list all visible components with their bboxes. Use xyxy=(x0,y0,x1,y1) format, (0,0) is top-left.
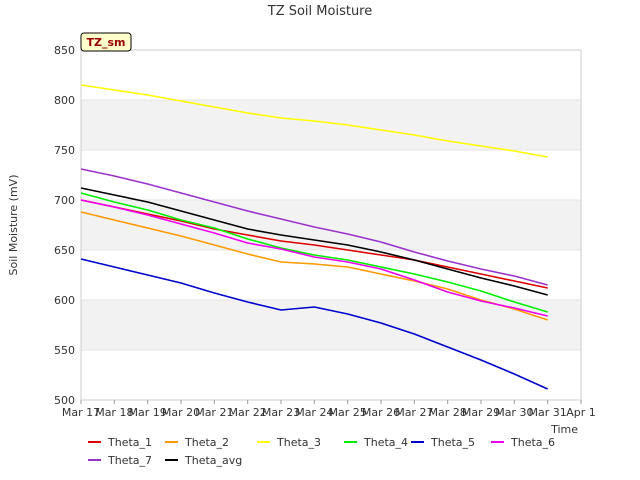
x-tick-label: Mar 31 xyxy=(529,406,567,419)
x-tick-label: Mar 26 xyxy=(362,406,400,419)
legend-theta-6: Theta_6 xyxy=(491,436,555,449)
y-tick-label: 550 xyxy=(54,344,75,357)
grid-band xyxy=(81,100,581,150)
grid-band xyxy=(81,300,581,350)
legend-theta-7: Theta_7 xyxy=(88,454,152,467)
x-tick-label: Mar 29 xyxy=(462,406,500,419)
legend-theta-avg: Theta_avg xyxy=(165,454,242,467)
y-tick-label: 500 xyxy=(54,394,75,407)
x-tick-label: Mar 17 xyxy=(62,406,100,419)
y-tick-label: 750 xyxy=(54,144,75,157)
legend-theta-3-label: Theta_3 xyxy=(276,436,321,449)
legend-theta-5: Theta_5 xyxy=(411,436,475,449)
badge: TZ_sm xyxy=(80,32,132,52)
y-tick-label: 600 xyxy=(54,294,75,307)
legend-theta-1: Theta_1 xyxy=(88,436,152,449)
legend-theta-2-label: Theta_2 xyxy=(184,436,229,449)
series-line-theta-2 xyxy=(80,211,548,321)
series-line-theta-6 xyxy=(80,199,548,317)
grid-bands xyxy=(81,100,581,350)
y-axis-label: Soil Moisture (mV) xyxy=(7,175,20,276)
x-tick-label: Mar 27 xyxy=(395,406,433,419)
x-tick-label: Mar 19 xyxy=(129,406,167,419)
legend: Theta_1 Theta_2 Theta_3 Theta_4 Theta_5 Theta… xyxy=(88,436,555,467)
legend-theta-4-label: Theta_4 xyxy=(363,436,408,449)
y-tick-label: 700 xyxy=(54,194,75,207)
x-tick-label: Mar 24 xyxy=(295,406,333,419)
x-tick-label: Mar 20 xyxy=(162,406,200,419)
x-tick-label: Apr 1 xyxy=(566,406,596,419)
legend-theta-6-label: Theta_6 xyxy=(510,436,555,449)
x-tick-label: Mar 25 xyxy=(329,406,367,419)
y-tick-label: 650 xyxy=(54,244,75,257)
legend-theta-2: Theta_2 xyxy=(165,436,229,449)
legend-theta-3: Theta_3 xyxy=(257,436,321,449)
legend-theta-4: Theta_4 xyxy=(344,436,408,449)
chart-title: TZ Soil Moisture xyxy=(267,4,373,19)
y-axis-ticks: 500 550 600 650 700 750 800 850 xyxy=(54,44,75,407)
x-tick-label: Mar 18 xyxy=(95,406,133,419)
x-tick-label: Mar 30 xyxy=(495,406,533,419)
grid-band xyxy=(81,200,581,250)
badge-label: TZ_sm xyxy=(87,36,126,49)
x-tick-label: Mar 22 xyxy=(229,406,267,419)
y-tick-label: 850 xyxy=(54,44,75,57)
legend-theta-1-label: Theta_1 xyxy=(107,436,152,449)
badge-box xyxy=(80,32,132,52)
series-line-theta-4 xyxy=(80,192,548,313)
legend-theta-7-label: Theta_7 xyxy=(107,454,152,467)
x-tick-label: Mar 28 xyxy=(429,406,467,419)
series-line-theta-7 xyxy=(80,168,548,286)
series-line-theta-1 xyxy=(80,199,548,289)
x-tick-label: Mar 21 xyxy=(195,406,233,419)
plot-area-frame xyxy=(80,49,582,401)
series-lines xyxy=(80,84,548,390)
legend-theta-5-label: Theta_5 xyxy=(430,436,475,449)
series-line-theta-3 xyxy=(80,84,548,158)
y-tick-label: 800 xyxy=(54,94,75,107)
x-tick-label: Mar 23 xyxy=(262,406,300,419)
legend-theta-avg-label: Theta_avg xyxy=(184,454,242,467)
x-axis-label: Time xyxy=(550,423,578,436)
series-line-theta-5 xyxy=(80,258,548,390)
series-line-theta-avg xyxy=(80,187,548,296)
